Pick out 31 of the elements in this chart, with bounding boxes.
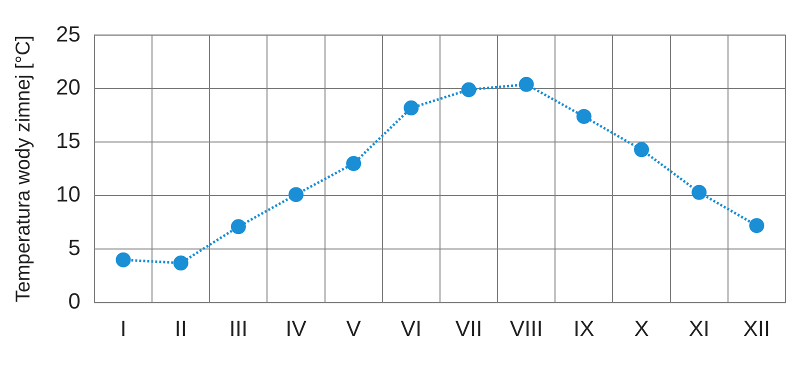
x-tick-label: XI <box>688 316 710 341</box>
point <box>288 187 304 202</box>
x-tick-label: VIII <box>510 316 543 341</box>
x-tick-label: I <box>120 316 126 341</box>
point <box>116 252 131 268</box>
point <box>518 76 534 92</box>
x-tick-label: IX <box>574 316 595 341</box>
point <box>230 219 246 234</box>
y-tick-label: 15 <box>56 128 80 154</box>
x-tick-label: XII <box>743 316 770 341</box>
y-axis-title: Temperatura wody zimnej [°C] <box>12 35 35 302</box>
point <box>692 184 707 200</box>
point <box>404 100 419 116</box>
y-tick-label: 20 <box>56 74 80 100</box>
x-tick-label: II <box>174 316 187 341</box>
point <box>576 108 592 124</box>
y-tick-label: 25 <box>56 21 80 46</box>
point <box>461 82 476 98</box>
y-tick-label: 0 <box>68 288 80 314</box>
x-tick-label: III <box>229 316 248 341</box>
x-tick-label: IV <box>286 316 307 341</box>
x-tick-label: VI <box>400 316 422 341</box>
x-tick-label: X <box>634 316 650 341</box>
point <box>173 256 188 271</box>
y-tick-label: 5 <box>68 235 80 260</box>
y-tick-label: 10 <box>56 182 80 207</box>
x-tick-label: VII <box>455 316 482 341</box>
point <box>634 142 650 158</box>
point <box>346 156 362 172</box>
point <box>749 218 764 234</box>
x-tick-label: V <box>346 316 362 341</box>
